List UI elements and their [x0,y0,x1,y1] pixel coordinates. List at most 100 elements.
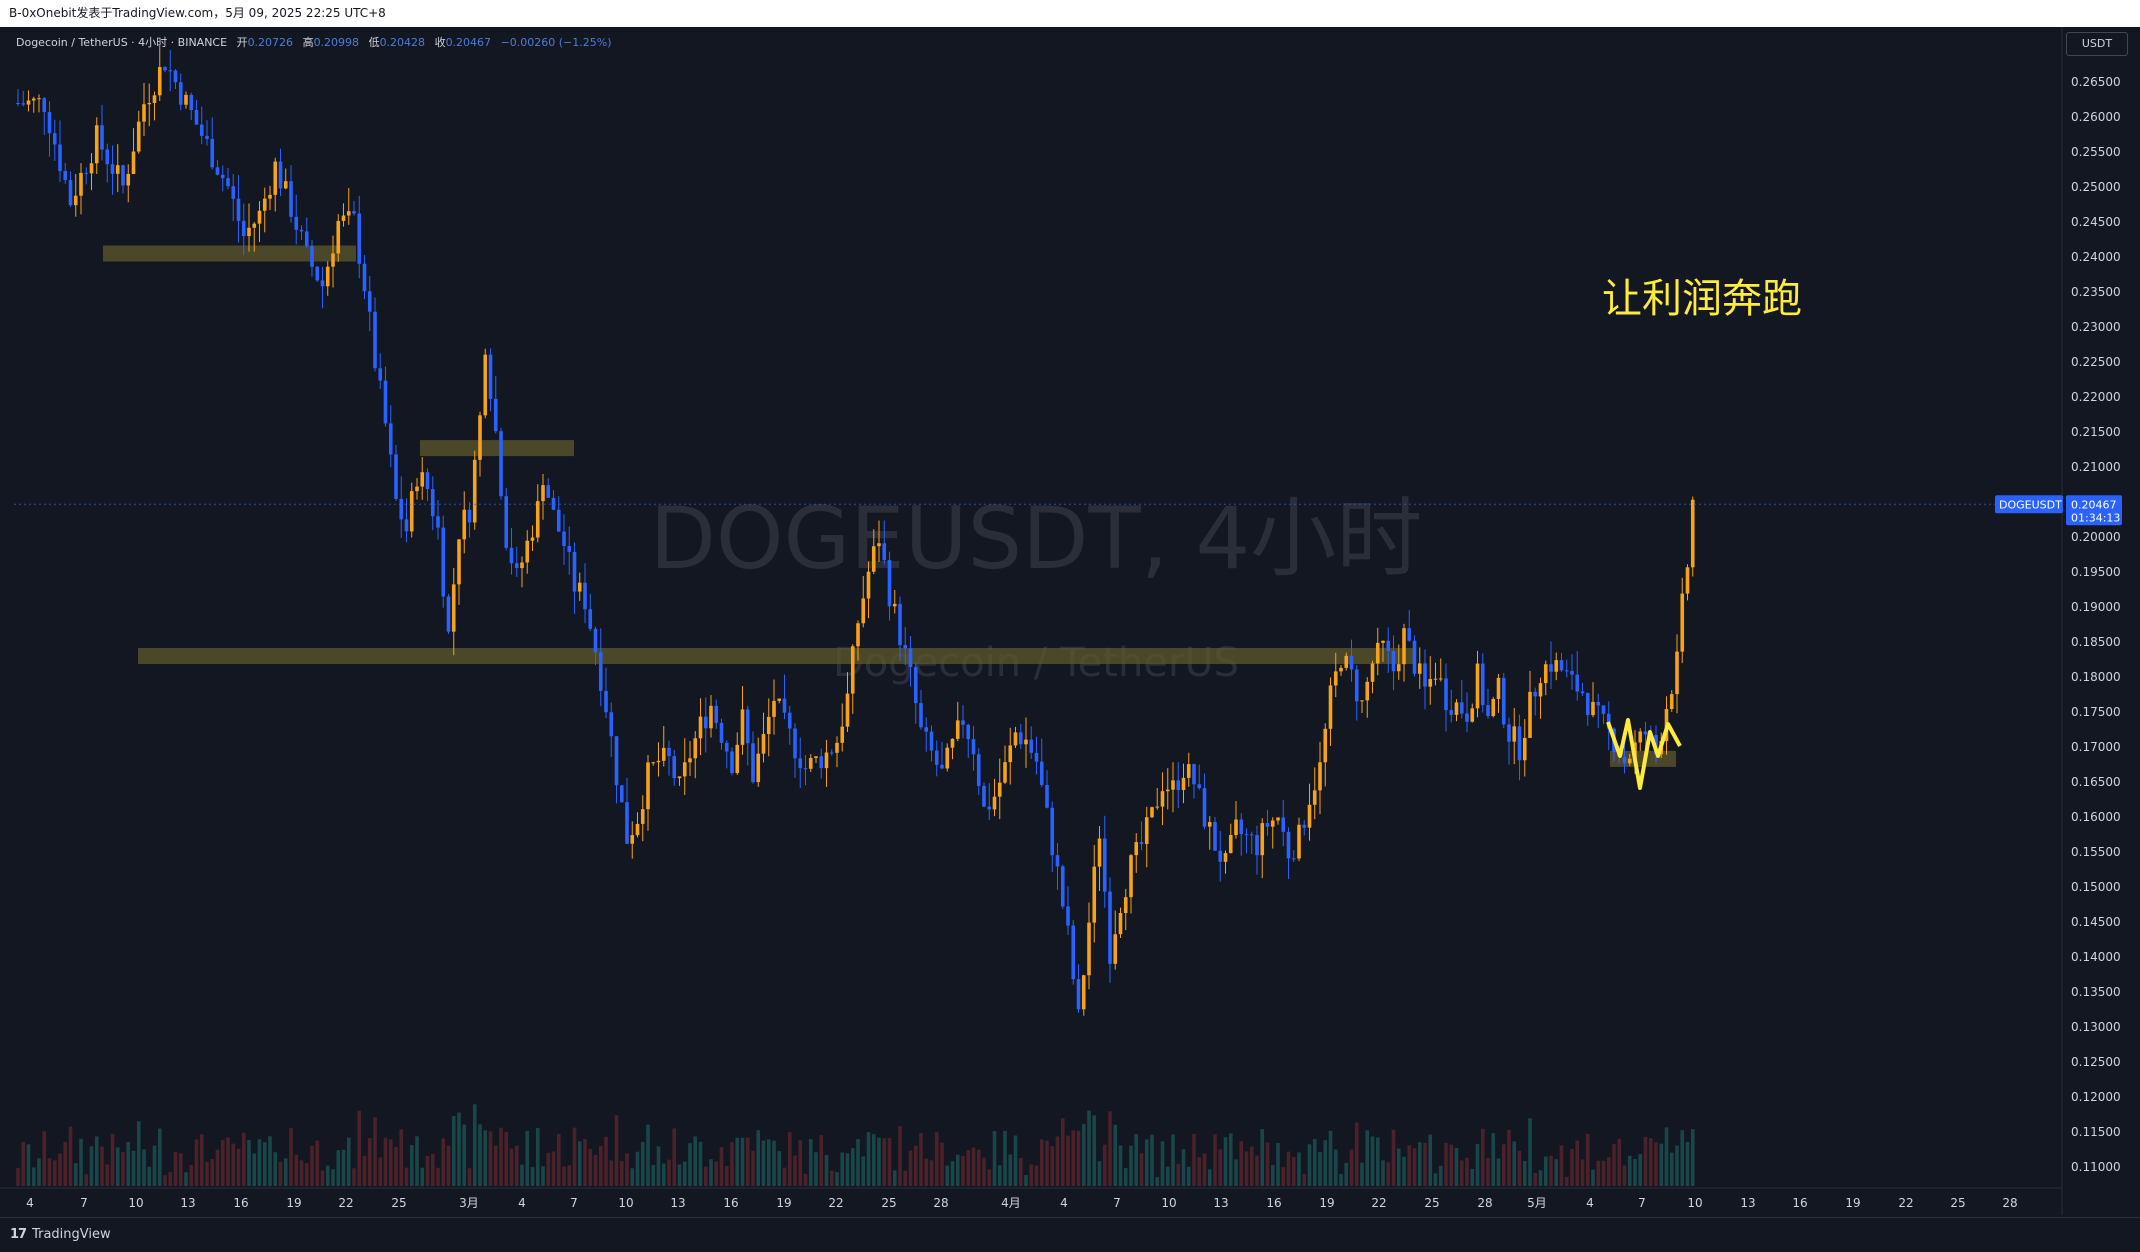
price-tick-label: 0.19500 [2071,565,2121,579]
candle-body [1218,850,1223,862]
volume-bar [283,1158,288,1186]
footer-bar: 17 TradingView [0,1217,2140,1252]
volume-bar [84,1174,89,1186]
volume-bar [1113,1124,1118,1186]
candle-body [1433,678,1438,680]
volume-bar [1654,1142,1658,1186]
candle-body [462,509,467,540]
volume-bar [567,1165,572,1186]
volume-bar [1066,1135,1070,1186]
volume-bar [1123,1168,1128,1186]
volume-bar [126,1141,131,1186]
volume-bar [1286,1151,1291,1186]
volume-bar [887,1137,892,1186]
volume-bar [756,1130,761,1186]
volume-bar [373,1117,377,1186]
volume-bar [472,1104,477,1186]
time-tick-label: 19 [286,1196,301,1210]
candle-body [367,291,372,312]
candle-body [499,431,503,497]
volume-bar [1423,1142,1427,1186]
candle-body [1596,701,1601,706]
price-tick-label: 0.11500 [2071,1125,2121,1139]
candle-body [1281,817,1286,832]
volume-bar [493,1145,498,1186]
candle-body [1192,764,1196,785]
volume-bar [1249,1146,1254,1186]
candle-body [37,98,41,100]
candle-body [882,543,887,561]
candle-body [730,751,734,774]
volume-bar [1554,1159,1559,1186]
price-tick-label: 0.16000 [2071,810,2121,824]
candle-body [698,716,703,739]
volume-bar [63,1141,68,1186]
candle-body [241,220,246,237]
candle-body [472,459,477,523]
volume-bar [331,1169,335,1186]
volume-bar [478,1124,482,1186]
candle-body [404,519,409,532]
candle-body [199,124,204,136]
candle-body [1129,855,1133,898]
volume-bar [535,1128,540,1186]
candle-body [325,266,330,287]
candle-body [451,584,456,632]
volume-bar [178,1153,183,1186]
candle-body [1260,823,1265,856]
candle-body [184,94,188,105]
candle-body [136,121,141,152]
symbol-tag-text: DOGEUSDT [1999,498,2062,511]
price-tick-label: 0.26000 [2071,110,2121,124]
volume-bar [1060,1118,1065,1186]
price-tick-label: 0.15500 [2071,845,2121,859]
volume-bar [1528,1118,1532,1186]
volume-bar [845,1153,850,1186]
volume-bar [1213,1134,1217,1186]
candle-body [1029,739,1034,753]
chart-area[interactable] [0,27,2140,1217]
price-tick-label: 0.24500 [2071,215,2121,229]
volume-bar [1234,1159,1238,1186]
candle-body [1176,780,1181,790]
time-tick-label: 28 [2002,1196,2017,1210]
candle-body [1423,663,1427,687]
price-tick-label: 0.13000 [2071,1020,2121,1034]
volume-bar [1370,1136,1375,1186]
volume-bar [1648,1138,1653,1186]
candle-body [299,229,304,232]
volume-bar [1444,1142,1448,1186]
time-tick-label: 16 [1266,1196,1281,1210]
candle-body [1291,858,1296,860]
candle-body [488,354,493,399]
volume-bar [1375,1137,1380,1186]
tradingview-logo[interactable]: 17 TradingView [10,1227,111,1242]
volume-bar [1297,1152,1301,1186]
volume-bar [966,1150,971,1186]
candle-body [808,757,813,769]
legend-low-value: 0.20428 [379,36,426,49]
volume-bar [556,1134,561,1186]
legend-symbol[interactable]: Dogecoin / TetherUS · 4小时 · BINANCE [16,36,228,49]
hand-drawn-zigzag [1606,718,1682,790]
volume-bar [835,1172,839,1186]
volume-bar [1102,1144,1107,1186]
time-tick-label: 16 [233,1196,248,1210]
candle-body [798,758,803,769]
candle-body [745,709,750,744]
currency-selector[interactable]: USDT [2066,32,2128,56]
candle-body [1181,777,1186,790]
volume-bar [94,1136,99,1186]
volume-bar [136,1121,141,1186]
candle-body [982,785,986,807]
volume-bar [1580,1159,1585,1186]
candle-body [520,562,524,569]
volume-bar [1391,1129,1396,1186]
volume-bar [1522,1160,1527,1186]
candle-body [1207,822,1212,827]
volume-bar [147,1166,152,1186]
volume-bar [1575,1140,1580,1186]
candle-body [656,760,661,763]
volume-bar [1664,1127,1669,1186]
